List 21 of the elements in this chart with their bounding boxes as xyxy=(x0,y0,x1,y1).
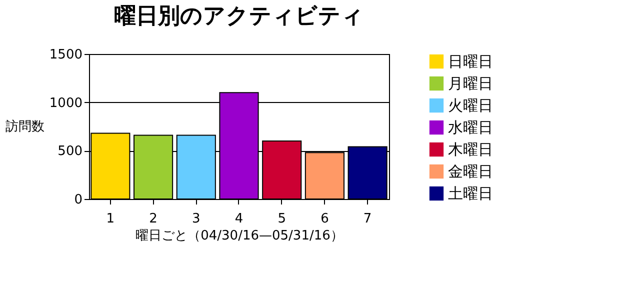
x-tick-label: 1 xyxy=(106,212,115,226)
legend-label: 木曜日 xyxy=(448,140,493,158)
y-tick-label: 1000 xyxy=(49,96,82,111)
chart-title: 曜日別のアクティビティ xyxy=(114,4,364,29)
y-tick-label: 500 xyxy=(58,144,82,160)
legend-label: 火曜日 xyxy=(448,96,493,114)
y-tick-label: 1500 xyxy=(49,48,82,62)
legend-label: 月曜日 xyxy=(448,74,493,92)
x-tick-label: 3 xyxy=(192,212,200,226)
x-axis-title: 曜日ごと（04/30/16—05/31/16） xyxy=(136,228,344,244)
x-tick-label: 5 xyxy=(278,212,286,226)
y-axis-title: 訪問数 xyxy=(6,120,44,134)
x-tick-label: 6 xyxy=(320,212,329,226)
legend-label: 金曜日 xyxy=(448,162,493,180)
legend-label: 日曜日 xyxy=(448,52,493,70)
x-tick-label: 4 xyxy=(234,212,244,226)
y-tick-label: 0 xyxy=(74,192,82,208)
x-tick-label: 7 xyxy=(363,212,372,226)
legend-label: 土曜日 xyxy=(448,184,493,202)
x-tick-label: 2 xyxy=(149,212,158,226)
legend-label: 水曜日 xyxy=(448,118,493,136)
